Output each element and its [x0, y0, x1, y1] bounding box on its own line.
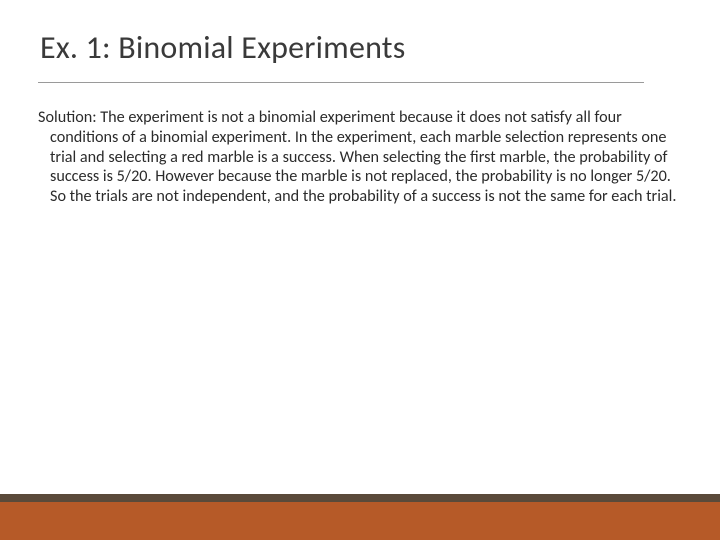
body-paragraph: Solution: The experiment is not a binomi… [38, 108, 684, 207]
footer-accent-top [0, 494, 720, 502]
slide-body: Solution: The experiment is not a binomi… [38, 108, 684, 207]
slide-title: Ex. 1: Binomial Experiments [40, 28, 405, 67]
footer-accent-bar [0, 502, 720, 540]
slide: Ex. 1: Binomial Experiments Solution: Th… [0, 0, 720, 540]
title-underline [38, 82, 644, 83]
